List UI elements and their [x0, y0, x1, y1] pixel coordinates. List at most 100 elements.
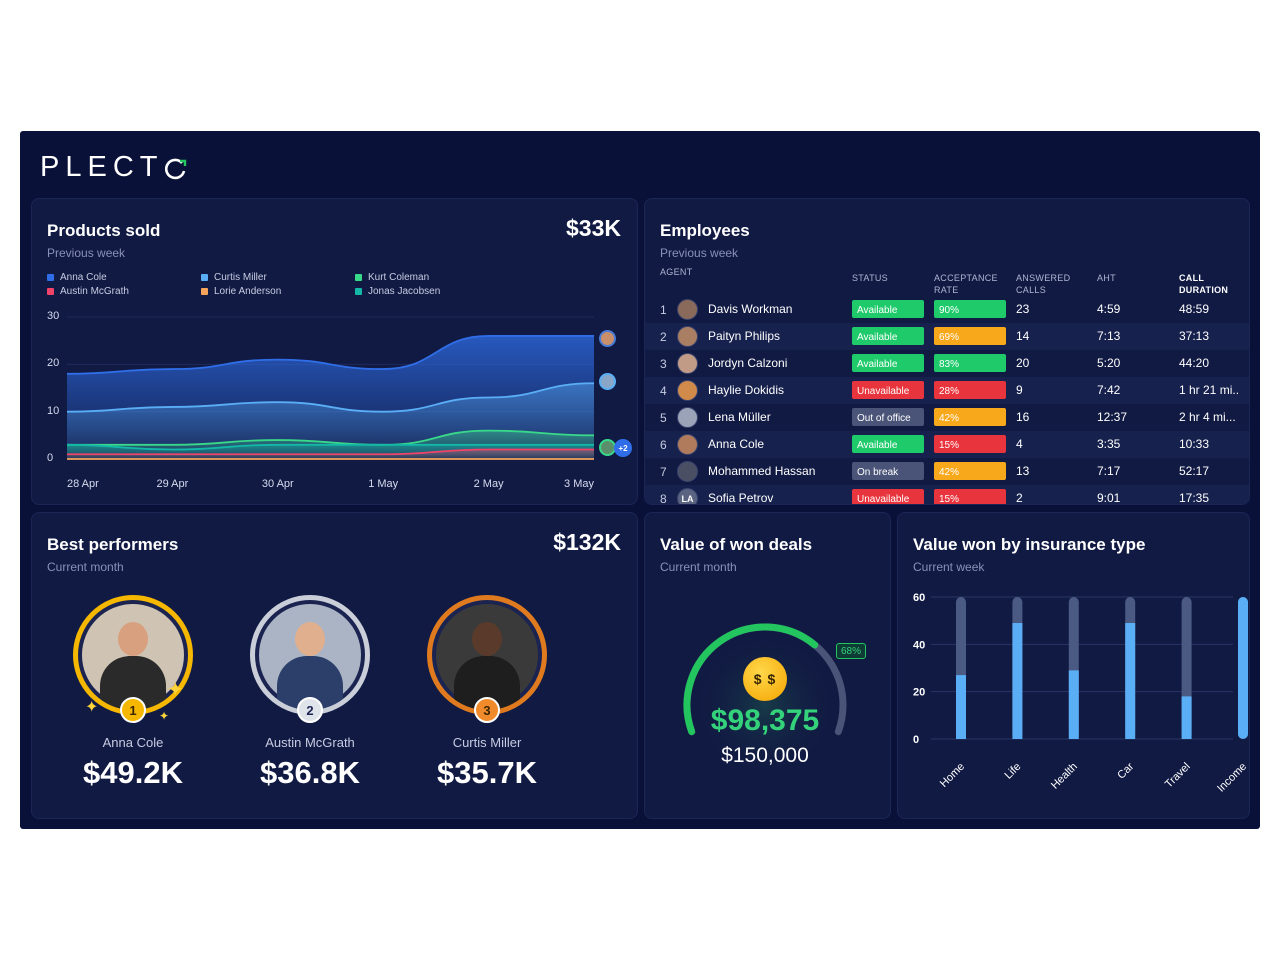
- bar-income[interactable]: [1238, 597, 1248, 739]
- answered-calls: 9: [1016, 383, 1023, 397]
- table-row[interactable]: 1 Davis Workman Available 90% 23 4:59 48:59: [645, 296, 1249, 323]
- call-duration: 44:20: [1179, 356, 1210, 370]
- legend-item[interactable]: Kurt Coleman: [355, 271, 475, 283]
- legend-item[interactable]: Anna Cole: [47, 271, 201, 283]
- agent-name: Haylie Dokidis: [708, 383, 785, 397]
- status-badge: Unavailable: [852, 489, 924, 504]
- sparkle-icon: ✦: [85, 699, 99, 716]
- bar-health[interactable]: [1068, 670, 1079, 739]
- call-duration: 1 hr 21 mi..: [1179, 383, 1240, 397]
- table-row[interactable]: 5 Lena Müller Out of office 42% 16 12:37 2 hr …: [645, 404, 1249, 431]
- call-duration: 52:17: [1179, 464, 1210, 478]
- legend-label: Kurt Coleman: [368, 271, 430, 283]
- legend-item[interactable]: Austin McGrath: [47, 285, 201, 297]
- aht-value: 3:35: [1097, 437, 1121, 451]
- performer-head: [118, 622, 148, 656]
- card-subtitle: Current week: [913, 560, 985, 574]
- x-tick-label: 30 Apr: [261, 478, 294, 490]
- avatar: [677, 461, 698, 482]
- bar-travel[interactable]: [1181, 696, 1192, 739]
- rank-badge: 3: [474, 697, 500, 723]
- won-target: $150,000: [721, 744, 809, 767]
- row-number: 8: [660, 492, 667, 505]
- x-tick-label: 3 May: [564, 478, 594, 490]
- legend-swatch: [201, 287, 208, 295]
- bar-car[interactable]: [1125, 623, 1136, 739]
- performer-card[interactable]: 2 Austin McGrath $36.8K: [240, 595, 380, 795]
- x-tick-label: 28 Apr: [67, 478, 99, 490]
- x-tick-label: Home: [938, 761, 967, 790]
- performer-head: [295, 622, 325, 656]
- legend-label: Jonas Jacobsen: [368, 285, 441, 297]
- status-badge: Available: [852, 435, 924, 453]
- y-tick-label: 0: [913, 734, 919, 746]
- bar-home[interactable]: [956, 675, 966, 739]
- agent-name: Sofia Petrov: [708, 491, 774, 505]
- avatar: LA: [677, 488, 698, 504]
- header-status[interactable]: STATUS: [852, 273, 888, 283]
- call-duration: 10:33: [1179, 437, 1210, 451]
- table-row[interactable]: 4 Haylie Dokidis Unavailable 28% 9 7:42 1 hr 2…: [645, 377, 1249, 404]
- avatar: [677, 326, 698, 347]
- header-acceptance-rate[interactable]: ACCEPTANCE RATE: [934, 273, 998, 295]
- legend-label: Austin McGrath: [60, 285, 129, 297]
- series-avatar-anna-cole[interactable]: [599, 330, 616, 347]
- x-tick-label: Income: [1215, 761, 1249, 795]
- insurance-card: 60 40 20 0 Home Life Health Car Travel Income Val…: [897, 512, 1250, 819]
- more-series-badge[interactable]: +2: [614, 439, 632, 457]
- agent-name: Davis Workman: [708, 302, 793, 316]
- table-row[interactable]: 6 Anna Cole Available 15% 4 3:35 10:33: [645, 431, 1249, 458]
- x-tick-label: Life: [1002, 761, 1023, 782]
- card-subtitle: Current month: [660, 560, 737, 574]
- legend-swatch: [355, 273, 362, 281]
- status-badge: Available: [852, 300, 924, 318]
- chart-legend: Anna Cole Curtis Miller Kurt Coleman Austin…: [47, 271, 477, 297]
- products-total: $33K: [566, 215, 621, 241]
- performer-photo: [259, 604, 361, 710]
- products-sold-card: Products sold Previous week $33K Anna Co…: [31, 198, 638, 505]
- table-row[interactable]: 3 Jordyn Calzoni Available 83% 20 5:20 44:20: [645, 350, 1249, 377]
- performer-avatar: [427, 595, 547, 715]
- table-row[interactable]: 7 Mohammed Hassan On break 42% 13 7:17 52:17: [645, 458, 1249, 485]
- gauge-glow: [691, 631, 839, 779]
- performer-card[interactable]: 1 Anna Cole $49.2K ✦ ✦ ✦: [63, 595, 203, 795]
- series-line-austin-mcgrath: [67, 448, 594, 456]
- table-row[interactable]: 2 Paityn Philips Available 69% 14 7:13 37:13: [645, 323, 1249, 350]
- table-row[interactable]: 8 LA Sofia Petrov Unavailable 15% 2 9:01 17:35: [645, 485, 1249, 505]
- avatar: [677, 434, 698, 455]
- aht-value: 9:01: [1097, 491, 1121, 505]
- card-title: Value won by insurance type: [913, 535, 1146, 554]
- header-call-duration[interactable]: CALL DURATION: [1179, 273, 1229, 295]
- header-answered-calls[interactable]: ANSWERED CALLS: [1016, 273, 1071, 295]
- header-agent[interactable]: AGENT: [660, 267, 693, 277]
- card-subtitle: Previous week: [660, 246, 739, 260]
- bar-life[interactable]: [1012, 623, 1023, 739]
- employees-card: Employees Previous week AGENT STATUS ACC…: [644, 198, 1250, 505]
- logo-o-icon: [165, 158, 187, 179]
- dashboard: PLECT Products sold Previous week $33K A…: [20, 131, 1260, 829]
- performers-total: $132K: [553, 529, 621, 555]
- answered-calls: 4: [1016, 437, 1023, 451]
- acceptance-rate-badge: 42%: [934, 462, 1006, 480]
- rank-badge: 2: [297, 697, 323, 723]
- legend-label: Lorie Anderson: [214, 285, 282, 297]
- best-performers-card: Best performers Current month $132K 1 Ann…: [31, 512, 638, 819]
- y-tick-label: 20: [47, 357, 60, 370]
- legend-item[interactable]: Jonas Jacobsen: [355, 285, 475, 297]
- y-tick-label: 40: [913, 639, 925, 651]
- row-number: 6: [660, 438, 667, 452]
- avatar: [677, 353, 698, 374]
- legend-item[interactable]: Lorie Anderson: [201, 285, 355, 297]
- x-tick-label: 29 Apr: [156, 478, 189, 490]
- y-tick-label: 30: [47, 310, 60, 322]
- won-value: $98,375: [710, 704, 820, 737]
- legend-swatch: [201, 273, 208, 281]
- header-aht[interactable]: AHT: [1097, 273, 1116, 283]
- status-badge: Unavailable: [852, 381, 924, 399]
- acceptance-rate-badge: 15%: [934, 489, 1006, 504]
- legend-item[interactable]: Curtis Miller: [201, 271, 355, 283]
- won-deals-gauge: [683, 623, 847, 779]
- products-area-chart: [66, 316, 595, 460]
- performer-card[interactable]: 3 Curtis Miller $35.7K: [417, 595, 557, 795]
- series-avatar-curtis-miller[interactable]: [599, 373, 616, 390]
